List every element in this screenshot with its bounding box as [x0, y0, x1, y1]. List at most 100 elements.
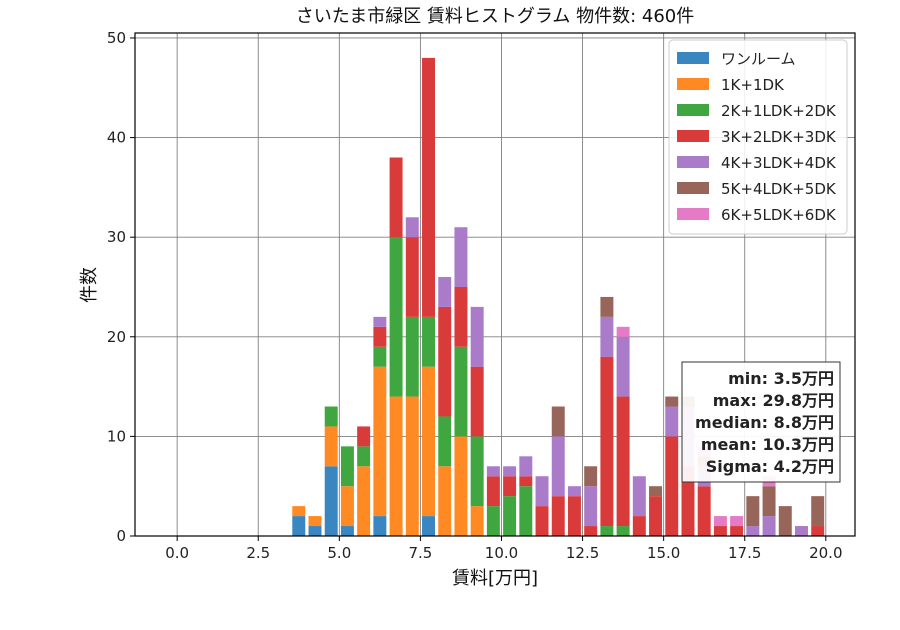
x-tick-label: 5.0 — [327, 544, 351, 562]
bar-segment — [649, 486, 663, 497]
y-tick-label: 30 — [107, 228, 126, 246]
x-axis-title: 賃料[万円] — [452, 568, 538, 589]
bar-segment — [551, 406, 565, 437]
bar-segment — [649, 496, 663, 536]
bar-segment — [503, 496, 517, 536]
bar-segment — [357, 426, 371, 447]
legend-label: ワンルーム — [721, 50, 796, 68]
bar-segment — [422, 516, 435, 536]
stats-line: min: 3.5万円 — [728, 369, 834, 388]
bar-segment — [535, 476, 549, 507]
y-tick-label: 20 — [107, 328, 126, 346]
y-tick-label: 10 — [107, 427, 126, 445]
bar-segment — [405, 396, 419, 536]
bar-segment — [713, 516, 727, 527]
bar-segment — [584, 466, 598, 487]
bar-segment — [438, 416, 452, 467]
x-tick-label: 15.0 — [647, 544, 680, 562]
legend-swatch — [677, 52, 709, 64]
bar-segment — [600, 316, 614, 357]
legend-swatch — [677, 156, 709, 168]
bar-segment — [616, 526, 630, 536]
bar-segment — [584, 486, 598, 527]
stats-line: median: 8.8万円 — [695, 413, 834, 432]
x-tick-label: 17.5 — [728, 544, 761, 562]
bar-segment — [308, 526, 322, 536]
y-axis-title: 件数 — [79, 267, 100, 303]
bar-segment — [373, 366, 387, 517]
legend-label: 6K+5LDK+6DK — [721, 206, 837, 224]
bar-segment — [811, 526, 825, 536]
bar-segment — [438, 306, 452, 417]
bar-segment — [567, 496, 581, 536]
y-tick-label: 0 — [116, 527, 126, 545]
stats-line: max: 29.8万円 — [713, 391, 834, 410]
bar-segment — [422, 366, 435, 517]
bar-segment — [470, 366, 484, 437]
bar-segment — [454, 346, 468, 437]
bar-segment — [405, 217, 419, 238]
bar-segment — [308, 516, 322, 527]
bar-segment — [600, 526, 614, 536]
bar-segment — [422, 57, 435, 317]
bar-segment — [454, 227, 468, 287]
stats-line: Sigma: 4.2万円 — [706, 457, 834, 476]
legend-swatch — [677, 130, 709, 142]
bar-segment — [665, 406, 679, 437]
bar-segment — [811, 496, 825, 527]
bar-segment — [373, 516, 387, 536]
bar-segment — [616, 336, 630, 397]
bar-segment — [405, 237, 419, 317]
bar-segment — [535, 506, 549, 536]
bar-segment — [665, 396, 679, 407]
bar-segment — [454, 286, 468, 347]
stats-box: min: 3.5万円 max: 29.8万円 median: 8.8万円 mean: … — [681, 361, 841, 483]
bar-segment — [373, 346, 387, 367]
bar-segment — [486, 466, 500, 477]
y-tick-label: 40 — [107, 129, 126, 147]
bar-segment — [762, 486, 776, 517]
x-tick-label: 7.5 — [408, 544, 432, 562]
bar-segment — [389, 396, 403, 536]
bar-segment — [600, 296, 614, 317]
bar-segment — [713, 526, 727, 536]
x-tick-label: 2.5 — [246, 544, 270, 562]
bar-segment — [357, 446, 371, 467]
legend: ワンルーム 1K+1DK 2K+1LDK+2DK 3K+2LDK+3DK 4K+3LDK… — [668, 39, 848, 235]
legend-swatch — [677, 208, 709, 220]
stats-box-frame — [681, 361, 841, 483]
bar-segment — [292, 516, 306, 536]
bar-segment — [665, 436, 679, 536]
bar-segment — [389, 237, 403, 397]
bar-segment — [746, 526, 760, 536]
bar-segment — [519, 486, 533, 536]
bar-segment — [454, 436, 468, 536]
bar-segment — [746, 496, 760, 527]
y-tick-label: 50 — [107, 29, 126, 47]
legend-label: 5K+4LDK+5DK — [721, 180, 837, 198]
x-tick-label: 0.0 — [165, 544, 189, 562]
bar-segment — [389, 157, 403, 238]
bar-segment — [373, 326, 387, 347]
ticks-layer: 0.0 2.5 5.0 7.5 10.0 12.5 15.0 17.5 20.0 0 10 20 30 4… — [107, 29, 843, 562]
legend-swatch — [677, 182, 709, 194]
bar-segment — [292, 506, 306, 517]
legend-swatch — [677, 78, 709, 90]
bar-segment — [503, 466, 517, 477]
bar-segment — [778, 506, 792, 536]
legend-box — [668, 39, 848, 235]
bar-segment — [470, 506, 484, 536]
bar-segment — [600, 356, 614, 527]
bar-segment — [405, 316, 419, 397]
stats-line: mean: 10.3万円 — [701, 435, 834, 454]
bar-segment — [632, 516, 646, 536]
legend-label: 4K+3LDK+4DK — [721, 154, 837, 172]
bar-segment — [519, 476, 533, 487]
bar-segment — [697, 486, 711, 536]
legend-label: 2K+1LDK+2DK — [721, 102, 837, 120]
bars-layer — [292, 57, 825, 536]
bar-segment — [632, 476, 646, 517]
bar-segment — [616, 396, 630, 527]
legend-swatch — [677, 104, 709, 116]
